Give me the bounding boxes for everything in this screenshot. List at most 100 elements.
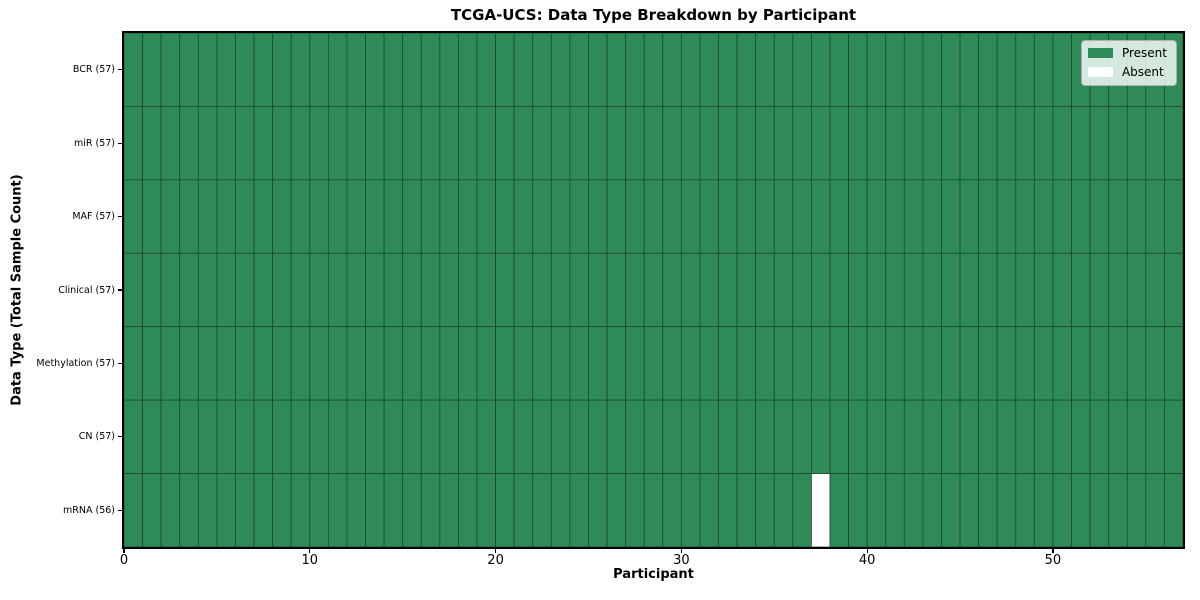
heatmap-cell-CN-46-present xyxy=(978,399,998,474)
heatmap-cell-Clinical-48-present xyxy=(1015,252,1035,328)
heatmap-cell-mRNA-42-present xyxy=(903,473,924,547)
heatmap-cell-Methylation-46-present xyxy=(978,326,998,401)
heatmap-cell-Methylation-54-present xyxy=(1126,326,1147,401)
heatmap-cell-BCR-47-present xyxy=(996,33,1017,107)
heatmap-cell-Clinical-50-present xyxy=(1052,252,1072,328)
heatmap-cell-mRNA-46-present xyxy=(978,473,998,547)
heatmap-cell-Clinical-3-present xyxy=(179,252,199,328)
heatmap-cell-Clinical-19-present xyxy=(476,252,496,328)
heatmap-cell-Clinical-41-present xyxy=(885,252,905,328)
heatmap-cell-BCR-20-present xyxy=(495,33,515,107)
heatmap-cell-miR-16-present xyxy=(420,106,441,181)
heatmap-cell-Clinical-20-present xyxy=(495,252,515,328)
y-tick-mark xyxy=(118,362,122,365)
heatmap-cell-Methylation-17-present xyxy=(439,326,459,401)
legend-label-present: Present xyxy=(1121,46,1167,60)
heatmap-cell-Clinical-28-present xyxy=(643,252,664,328)
heatmap-cell-MAF-32-present xyxy=(718,179,738,254)
heatmap-cell-Clinical-55-present xyxy=(1145,252,1165,328)
heatmap-cell-Methylation-9-present xyxy=(290,326,311,401)
heatmap-cell-MAF-48-present xyxy=(1015,179,1035,254)
heatmap-cell-mRNA-16-present xyxy=(420,473,441,547)
heatmap-cell-CN-22-present xyxy=(532,399,552,474)
heatmap-cell-BCR-46-present xyxy=(978,33,998,107)
heatmap-cell-CN-1-present xyxy=(142,399,162,474)
heatmap-cell-MAF-26-present xyxy=(606,179,627,254)
legend-label-absent: Absent xyxy=(1121,65,1164,79)
heatmap-cell-CN-42-present xyxy=(903,399,924,474)
heatmap-cell-MAF-36-present xyxy=(792,179,812,254)
heatmap-cell-Methylation-26-present xyxy=(606,326,627,401)
heatmap-cell-Clinical-39-present xyxy=(848,252,868,328)
heatmap-cell-CN-35-present xyxy=(773,399,794,474)
heatmap-cell-miR-26-present xyxy=(606,106,627,181)
heatmap-cell-mRNA-54-present xyxy=(1126,473,1147,547)
heatmap-cell-MAF-4-present xyxy=(197,179,218,254)
heatmap-cell-MAF-23-present xyxy=(550,179,571,254)
heatmap-cell-MAF-47-present xyxy=(996,179,1017,254)
heatmap-cell-Clinical-18-present xyxy=(458,252,478,328)
heatmap-cell-BCR-5-present xyxy=(216,33,236,107)
heatmap-cell-Methylation-19-present xyxy=(476,326,496,401)
heatmap-cell-CN-5-present xyxy=(216,399,236,474)
heatmap-cell-Methylation-24-present xyxy=(569,326,589,401)
heatmap-cell-mRNA-14-present xyxy=(383,473,404,547)
heatmap-cell-Clinical-54-present xyxy=(1126,252,1147,328)
heatmap-cell-Methylation-29-present xyxy=(662,326,682,401)
heatmap-cell-miR-46-present xyxy=(978,106,998,181)
heatmap-cell-CN-55-present xyxy=(1145,399,1165,474)
heatmap-cell-BCR-4-present xyxy=(197,33,218,107)
heatmap-cell-BCR-30-present xyxy=(680,33,701,107)
heatmap-cell-miR-32-present xyxy=(718,106,738,181)
heatmap-cell-BCR-2-present xyxy=(160,33,181,107)
heatmap-cell-BCR-43-present xyxy=(922,33,942,107)
heatmap-cell-Methylation-20-present xyxy=(495,326,515,401)
heatmap-cell-miR-4-present xyxy=(197,106,218,181)
heatmap-cell-miR-11-present xyxy=(327,106,348,181)
heatmap-cell-Clinical-14-present xyxy=(383,252,404,328)
heatmap-cell-BCR-35-present xyxy=(773,33,794,107)
heatmap-cell-CN-44-present xyxy=(941,399,961,474)
heatmap-cell-mRNA-18-present xyxy=(458,473,478,547)
heatmap-cell-Clinical-32-present xyxy=(718,252,738,328)
heatmap-cell-BCR-3-present xyxy=(179,33,199,107)
heatmap-cell-MAF-28-present xyxy=(643,179,664,254)
heatmap-cell-mRNA-22-present xyxy=(532,473,552,547)
heatmap-cell-Clinical-23-present xyxy=(550,252,571,328)
heatmap-cell-Methylation-37-present xyxy=(811,326,831,401)
x-tick-label-20: 20 xyxy=(487,553,504,568)
heatmap-cell-Clinical-37-present xyxy=(811,252,831,328)
heatmap-cell-MAF-22-present xyxy=(532,179,552,254)
heatmap-cell-mRNA-30-present xyxy=(680,473,701,547)
heatmap-cell-mRNA-7-present xyxy=(253,473,274,547)
heatmap-cell-MAF-38-present xyxy=(829,179,849,254)
heatmap-cell-MAF-49-present xyxy=(1033,179,1054,254)
heatmap-cell-Clinical-51-present xyxy=(1071,252,1091,328)
heatmap-cell-CN-13-present xyxy=(365,399,385,474)
heatmap-cell-MAF-8-present xyxy=(272,179,292,254)
heatmap-cell-MAF-14-present xyxy=(383,179,404,254)
heatmap-cell-Clinical-4-present xyxy=(197,252,218,328)
heatmap-cell-MAF-33-present xyxy=(736,179,757,254)
heatmap-cell-Clinical-11-present xyxy=(327,252,348,328)
heatmap-cell-miR-8-present xyxy=(272,106,292,181)
heatmap-cell-MAF-44-present xyxy=(941,179,961,254)
heatmap-cell-Methylation-13-present xyxy=(365,326,385,401)
heatmap-cell-mRNA-55-present xyxy=(1145,473,1165,547)
heatmap-cell-CN-54-present xyxy=(1126,399,1147,474)
heatmap-cell-MAF-11-present xyxy=(327,179,348,254)
absent-swatch xyxy=(1087,67,1113,77)
heatmap-cell-miR-1-present xyxy=(142,106,162,181)
heatmap-cell-Clinical-12-present xyxy=(346,252,366,328)
heatmap-cell-Methylation-51-present xyxy=(1071,326,1091,401)
heatmap-cell-mRNA-2-present xyxy=(160,473,181,547)
heatmap-cell-mRNA-27-present xyxy=(625,473,645,547)
heatmap-cell-miR-25-present xyxy=(588,106,608,181)
x-tick-label-10: 10 xyxy=(301,553,319,568)
heatmap-cell-Methylation-22-present xyxy=(532,326,552,401)
y-tick-mark xyxy=(118,436,122,438)
heatmap-cell-BCR-34-present xyxy=(755,33,775,107)
heatmap-cell-Methylation-52-present xyxy=(1089,326,1110,401)
heatmap-cell-mRNA-47-present xyxy=(996,473,1017,547)
